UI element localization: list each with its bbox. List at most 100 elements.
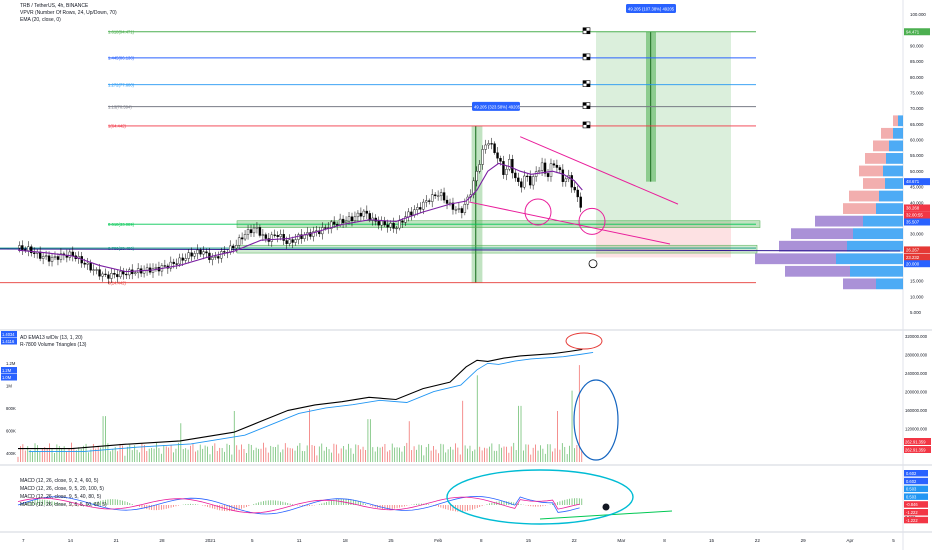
macd-badge-bg xyxy=(904,470,928,477)
candle-body xyxy=(217,256,220,259)
measure-label-box xyxy=(626,4,676,13)
time-axis-tick: 22 xyxy=(572,538,578,543)
ad-axis-tick: 120000.000 xyxy=(905,427,928,432)
price-axis-tick: 40.000 xyxy=(910,200,924,205)
candle-body xyxy=(552,163,556,166)
macd-indicator-label-1[interactable]: MACD (12, 26, close, 9, 2, 4, 60, 5) xyxy=(20,478,99,484)
ema-indicator-label[interactable]: EMA (20, close, 0) xyxy=(20,17,61,23)
chart-header: TRB / TetherUS, 4h, BINANCE VPVR (Number… xyxy=(20,3,117,24)
left-badge-bg xyxy=(1,374,17,381)
price-axis-tick: 15.000 xyxy=(910,279,924,284)
candle-body xyxy=(122,271,125,275)
ad-indicator-label[interactable]: AD EMA13 w/Div (13, 1, 20) xyxy=(20,335,83,341)
candle-body xyxy=(490,143,493,145)
candle-body xyxy=(395,227,398,230)
candle-body xyxy=(546,173,550,177)
volume-indicator-label[interactable]: R-7800 Volume Triangles (13) xyxy=(20,342,87,348)
candle-body xyxy=(89,262,92,271)
ad-axis-tick: 280000.000 xyxy=(905,353,928,358)
candle-body xyxy=(442,192,446,201)
left-badge-bg xyxy=(1,338,17,345)
candle-body xyxy=(330,221,333,229)
horizontal-support-line xyxy=(0,248,901,252)
candle-body xyxy=(288,239,291,244)
price-badge-bg xyxy=(904,218,930,226)
candle-body xyxy=(196,249,199,254)
vpvr-indicator-label[interactable]: VPVR (Number Of Rows, 24, Up/Down, 70) xyxy=(20,10,117,16)
candle-body xyxy=(573,186,576,191)
candle-body xyxy=(270,234,273,242)
candle-body xyxy=(95,269,98,271)
candle-body xyxy=(428,200,431,202)
vpvr-bar-up xyxy=(850,265,903,277)
candle-body xyxy=(291,239,294,243)
price-axis-tick: 10.000 xyxy=(910,294,924,299)
ema-line xyxy=(17,162,583,273)
candle-body xyxy=(460,208,464,213)
candle-body xyxy=(110,273,113,279)
vpvr-bar-up xyxy=(885,178,903,189)
candle-body xyxy=(276,235,279,237)
candle-body xyxy=(502,161,505,175)
vpvr-bar-down xyxy=(843,278,876,290)
ad-highlight-ellipse xyxy=(565,332,603,350)
price-badge: 20.000 xyxy=(906,261,920,266)
measure-range-1-bar xyxy=(475,125,477,283)
volume-bars xyxy=(17,365,583,462)
candle-body xyxy=(380,220,383,226)
vpvr-bar-up xyxy=(853,228,903,240)
left-badge-bg xyxy=(1,331,17,338)
candle-body xyxy=(249,229,253,234)
candle-body xyxy=(169,261,173,269)
vpvr-bar-down xyxy=(849,190,879,202)
vpvr-bar-down xyxy=(865,153,886,164)
measure-label-2: 49.205 (107.38%) 49205 xyxy=(628,7,675,12)
candle-body xyxy=(172,261,175,264)
flag-icon-check xyxy=(583,53,587,57)
candle-body xyxy=(21,245,24,250)
candle-body xyxy=(478,164,481,172)
candle-body xyxy=(347,216,351,222)
vpvr-bar-down xyxy=(779,240,847,252)
candle-body xyxy=(484,144,487,150)
candle-body xyxy=(445,199,449,204)
wedge-upper-trendline xyxy=(520,136,679,205)
candle-body xyxy=(294,239,297,243)
candle-body xyxy=(543,162,547,174)
candle-body xyxy=(537,170,541,172)
time-axis-tick: 14 xyxy=(68,538,74,543)
candle-body xyxy=(386,224,389,228)
macd-indicator-label-3[interactable]: MACD (12, 26, close, 9, 5, 40, 80, 5) xyxy=(20,494,102,500)
candle-body xyxy=(526,175,529,178)
left-badge: 1.4034 xyxy=(2,332,15,337)
price-badge: 35.507 xyxy=(906,220,920,225)
price-axis-tick: 75.000 xyxy=(910,91,924,96)
vpvr-bar-up xyxy=(847,240,903,252)
macd-badge: -1.222 xyxy=(906,510,918,515)
measure-label-box xyxy=(472,101,520,111)
macd-indicator-label-2[interactable]: MACD (12, 26, close, 9, 5, 20, 100, 5) xyxy=(20,486,104,492)
price-axis-tick: 55.000 xyxy=(910,153,924,158)
candle-body xyxy=(92,269,95,271)
ad-badge-bg xyxy=(904,446,931,453)
candle-body xyxy=(47,255,51,262)
candle-body xyxy=(332,221,336,225)
time-axis-tick: Apr xyxy=(846,538,854,543)
price-badge: 38.268 xyxy=(906,206,920,211)
candle-body xyxy=(564,178,568,182)
flag-icon-check xyxy=(586,105,590,109)
price-axis-tick: 30.000 xyxy=(910,232,924,237)
ad-ema-line xyxy=(28,351,594,453)
candle-body xyxy=(125,273,128,276)
candle-body xyxy=(433,194,437,197)
volume-axis-tick: 400K xyxy=(6,451,16,456)
candle-body xyxy=(199,249,202,255)
candle-body xyxy=(555,164,559,168)
time-axis-tick: 11 xyxy=(297,538,302,543)
candle-body xyxy=(335,224,339,226)
candle-body xyxy=(107,274,110,279)
macd-indicator-label-4[interactable]: MACD (12, 26, close, 9, 6, 5, 60, 60, 5) xyxy=(20,502,107,508)
macd-badge: 0.602 xyxy=(906,471,917,476)
